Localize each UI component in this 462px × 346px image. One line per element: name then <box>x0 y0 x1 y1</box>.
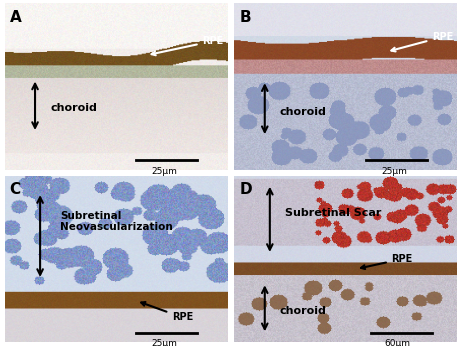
Text: choroid: choroid <box>50 103 97 113</box>
Text: A: A <box>10 10 21 25</box>
Text: Subretinal
Neovascularization: Subretinal Neovascularization <box>61 211 173 232</box>
Text: 25μm: 25μm <box>381 167 407 176</box>
Text: 25μm: 25μm <box>152 339 177 346</box>
Text: RPE: RPE <box>391 32 453 52</box>
Text: RPE: RPE <box>152 36 224 55</box>
Text: RPE: RPE <box>361 254 413 269</box>
Text: choroid: choroid <box>280 107 327 117</box>
Text: 60μm: 60μm <box>384 339 410 346</box>
Text: C: C <box>10 182 21 197</box>
Text: RPE: RPE <box>141 302 193 322</box>
Text: B: B <box>239 10 251 25</box>
Text: Subretinal Scar: Subretinal Scar <box>285 208 382 218</box>
Text: D: D <box>239 182 252 197</box>
Text: choroid: choroid <box>280 306 327 316</box>
Text: 25μm: 25μm <box>152 167 177 176</box>
